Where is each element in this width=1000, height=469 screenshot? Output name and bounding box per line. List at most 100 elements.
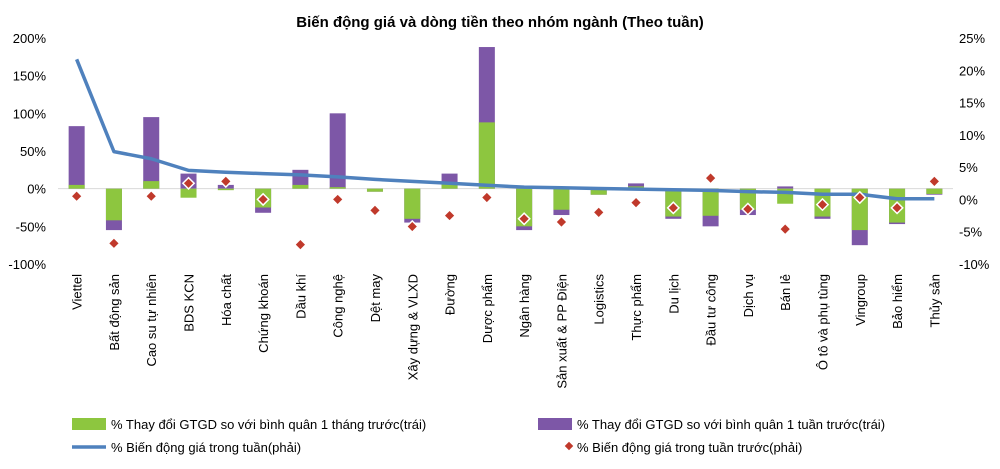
legend: % Thay đổi GTGD so với bình quân 1 tháng…: [72, 417, 885, 455]
bar-1-week: [143, 117, 160, 189]
prev-week-marker: [144, 189, 158, 203]
category-label: Dệt may: [368, 274, 383, 323]
category-label: BDS KCN: [182, 274, 197, 332]
legend-label-1: % Thay đổi GTGD so với bình quân 1 tháng…: [111, 417, 426, 432]
prev-week-marker: [368, 203, 382, 218]
series-1-month-bars: [68, 122, 943, 231]
category-label: Công nghệ: [331, 274, 346, 338]
bar-1-month: [366, 188, 383, 192]
category-label: Hóa chất: [219, 274, 234, 326]
right-tick-label: 10%: [959, 128, 985, 143]
left-tick-label: 150%: [13, 69, 47, 84]
left-tick-label: -50%: [16, 219, 47, 234]
series-1-week-bars: [68, 47, 943, 246]
left-tick-label: -100%: [8, 257, 46, 272]
prev-week-marker: [517, 212, 531, 226]
legend-item-3: % Biến động giá trong tuần(phải): [72, 440, 301, 455]
prev-week-marker: [181, 176, 196, 191]
category-label: Thủy sản: [927, 274, 942, 327]
category-label: Dịch vụ: [741, 274, 756, 317]
left-tick-label: 50%: [20, 144, 46, 159]
category-label: Vingroup: [853, 274, 868, 326]
bar-1-month: [143, 181, 160, 189]
category-label: Đường: [443, 274, 458, 315]
category-label: Du lịch: [666, 274, 681, 314]
prev-week-marker: [666, 201, 681, 215]
left-tick-label: 200%: [13, 31, 47, 46]
prev-week-markers: [69, 171, 942, 252]
prev-week-marker: [629, 195, 643, 210]
legend-swatch-4: [564, 441, 574, 451]
bar-1-month: [926, 188, 943, 194]
right-tick-label: 0%: [959, 192, 978, 207]
bar-1-month: [217, 188, 234, 191]
category-label: Logistics: [592, 274, 607, 325]
bar-1-month: [404, 188, 421, 219]
bar-1-week: [329, 113, 346, 189]
bar-1-month: [68, 184, 85, 189]
prev-week-marker: [778, 222, 792, 236]
prev-week-marker: [293, 237, 308, 252]
category-label: Đầu tư công: [704, 274, 719, 346]
prev-week-marker: [741, 202, 755, 216]
prev-week-marker: [927, 174, 942, 189]
prev-week-marker: [219, 174, 233, 189]
price-change-line-path: [75, 58, 935, 201]
right-axis: -10% -5% 0% 5% 10% 15% 20% 25%: [959, 31, 990, 272]
category-label: Xây dựng & VLXD: [405, 274, 420, 380]
bar-1-week: [777, 186, 794, 189]
prev-week-marker: [890, 201, 904, 215]
right-tick-label: 15%: [959, 96, 985, 111]
prev-week-marker: [107, 236, 121, 251]
category-label: Sản xuất & PP Điện: [554, 274, 569, 389]
category-label: Bất động sản: [107, 274, 122, 351]
bar-1-week: [628, 183, 645, 189]
legend-label-3: % Biến động giá trong tuần(phải): [111, 440, 301, 455]
category-label: Dầu khí: [293, 274, 308, 319]
legend-swatch-2: [538, 418, 572, 430]
left-tick-label: 100%: [13, 106, 47, 121]
bar-1-month: [441, 183, 458, 189]
category-label: Bảo hiểm: [890, 274, 905, 329]
category-label: Thực phẩm: [629, 274, 644, 341]
category-label: Dược phẩm: [480, 274, 495, 343]
right-tick-label: -5%: [959, 225, 983, 240]
chart-title: Biến động giá và dòng tiền theo nhóm ngà…: [296, 14, 703, 31]
legend-label-4: % Biến động giá trong tuần trước(phải): [577, 440, 802, 455]
right-tick-label: 20%: [959, 63, 985, 78]
prev-week-marker: [815, 197, 830, 212]
bar-1-month: [739, 188, 756, 210]
category-label: Chứng khoán: [256, 274, 271, 353]
category-label: Bán lẻ: [778, 274, 793, 311]
bar-1-week: [68, 126, 85, 189]
legend-item-4: % Biến động giá trong tuần trước(phải): [564, 440, 802, 455]
bar-1-month: [292, 184, 309, 189]
right-tick-label: -10%: [959, 257, 990, 272]
prev-week-marker: [330, 192, 345, 207]
category-label: Ngân hàng: [517, 274, 532, 338]
price-change-line: [75, 58, 935, 201]
bar-1-month: [702, 188, 719, 216]
legend-swatch-1: [72, 418, 106, 430]
bar-1-month: [553, 188, 570, 210]
category-label: Cao su tự nhiên: [144, 274, 159, 367]
category-labels: Viettel Bất động sản Cao su tự nhiên BDS KC…: [70, 274, 943, 389]
prev-week-marker: [554, 215, 569, 229]
legend-item-2: % Thay đổi GTGD so với bình quân 1 tuần …: [538, 417, 885, 432]
left-tick-label: 0%: [27, 182, 46, 197]
category-label: Viettel: [70, 274, 85, 310]
bar-1-month: [329, 187, 346, 189]
prev-week-marker: [69, 189, 84, 203]
prev-week-marker: [256, 192, 270, 207]
category-label: Ô tô và phụ tùng: [815, 274, 830, 370]
bar-1-month: [180, 188, 197, 198]
legend-item-1: % Thay đổi GTGD so với bình quân 1 tháng…: [72, 417, 426, 432]
prev-week-marker: [703, 171, 718, 185]
prev-week-marker: [405, 219, 419, 234]
left-axis: -100% -50% 0% 50% 100% 150% 200%: [8, 31, 46, 272]
bar-1-month: [105, 188, 122, 221]
prev-week-marker: [442, 208, 457, 223]
right-tick-label: 5%: [959, 160, 978, 175]
prev-week-marker: [480, 190, 494, 205]
